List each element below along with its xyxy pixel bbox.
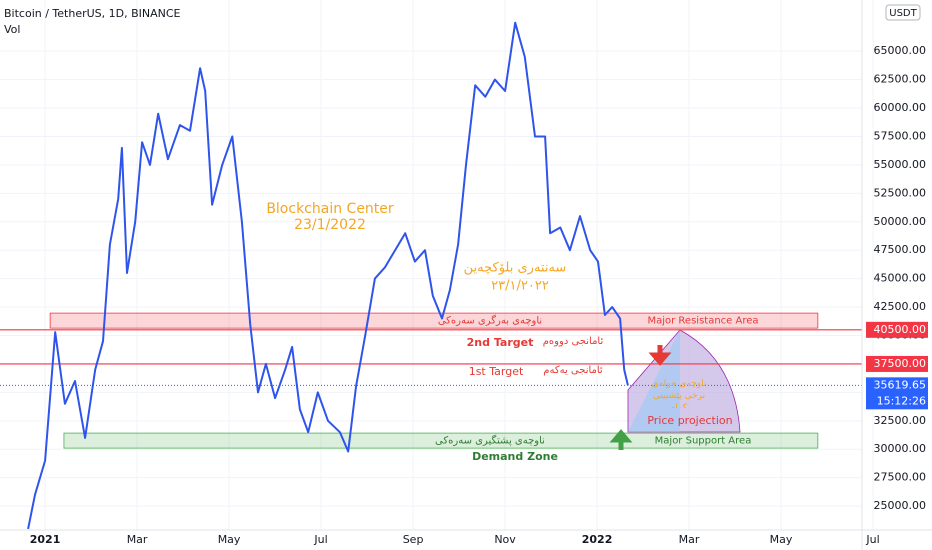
subtitle: Vol [4,23,20,36]
target2: 2nd Target [467,336,534,349]
last-price-label: 35619.65 [874,378,927,391]
y-tick-label: 32500.00 [874,414,927,427]
y-tick-label: 42500.00 [874,300,927,313]
x-tick-label: Sep [403,533,424,546]
target2-local: ئامانجی دووەم [543,336,604,347]
down-arrow [648,345,672,366]
title: Bitcoin / TetherUS, 1D, BINANCE [4,7,181,20]
level-label: 40500.00 [874,323,927,336]
zone-extra: Demand Zone [472,450,558,463]
zones: Major Resistance Area ناوچەی بەرگری سەرەک… [49,312,819,463]
x-tick-label: Mar [679,533,700,546]
x-tick-label: Nov [494,533,516,546]
zone [49,312,819,329]
level-label: 37500.00 [874,357,927,370]
projection-local-box: ناوچەی جولەی نرخی پێشبینی کراو [651,379,707,408]
level-tag [866,355,928,372]
zone-label: Major Support Area [655,436,752,447]
zone-local: ناوچەی پشتگیری سەرەکی [435,435,545,447]
center-label: Blockchain Center [266,201,394,217]
y-tick-label: 47500.00 [874,243,927,256]
last-price-tag [866,377,928,410]
x-tick-label: Mar [127,533,148,546]
center-local: سەنتەری بلۆکچەین [464,261,567,276]
target1-local: ئامانجی یەکەم [543,365,603,376]
zone [63,432,819,449]
currency-box[interactable] [885,4,921,21]
x-tick-label: Jul [865,533,879,546]
axes: 25000.0027500.0030000.0032500.0035000.00… [30,44,928,546]
x-tick-label: May [218,533,241,546]
x-tick-label: 2022 [582,533,613,546]
date-local: ٢٣/١/٢٠٢٢ [491,279,549,294]
y-tick-label: 25000.00 [874,499,927,512]
y-tick-label: 30000.00 [874,442,927,455]
center-date: 23/1/2022 [294,217,366,233]
y-tick-label: 62500.00 [874,73,927,86]
y-tick-label: 52500.00 [874,186,927,199]
y-tick-label: 65000.00 [874,44,927,57]
y-tick-label: 27500.00 [874,471,927,484]
y-tick-label: 45000.00 [874,272,927,285]
plot [0,21,862,530]
target1: 1st Target [469,365,524,378]
x-tick-label: May [770,533,793,546]
timer-label: 15:12:26 [877,394,926,407]
grid [0,0,874,530]
zone-label: Major Resistance Area [647,316,758,327]
y-tick-label: 55000.00 [874,158,927,171]
projection-local: ناوچەی جولەی نرخی پێشبینی کراو [651,379,707,408]
currency[interactable]: USDT [889,8,917,19]
projection-label: Price projection [647,414,732,427]
x-tick-label: Jul [313,533,327,546]
y-tick-label: 57500.00 [874,129,927,142]
y-tick-label: 60000.00 [874,101,927,114]
level-tag [866,321,928,338]
price-line [27,21,629,530]
up-arrow [609,429,633,450]
zone-local: ناوچەی بەرگری سەرەکی [438,315,542,327]
x-tick-label: 2021 [30,533,61,546]
y-tick-label: 50000.00 [874,215,927,228]
